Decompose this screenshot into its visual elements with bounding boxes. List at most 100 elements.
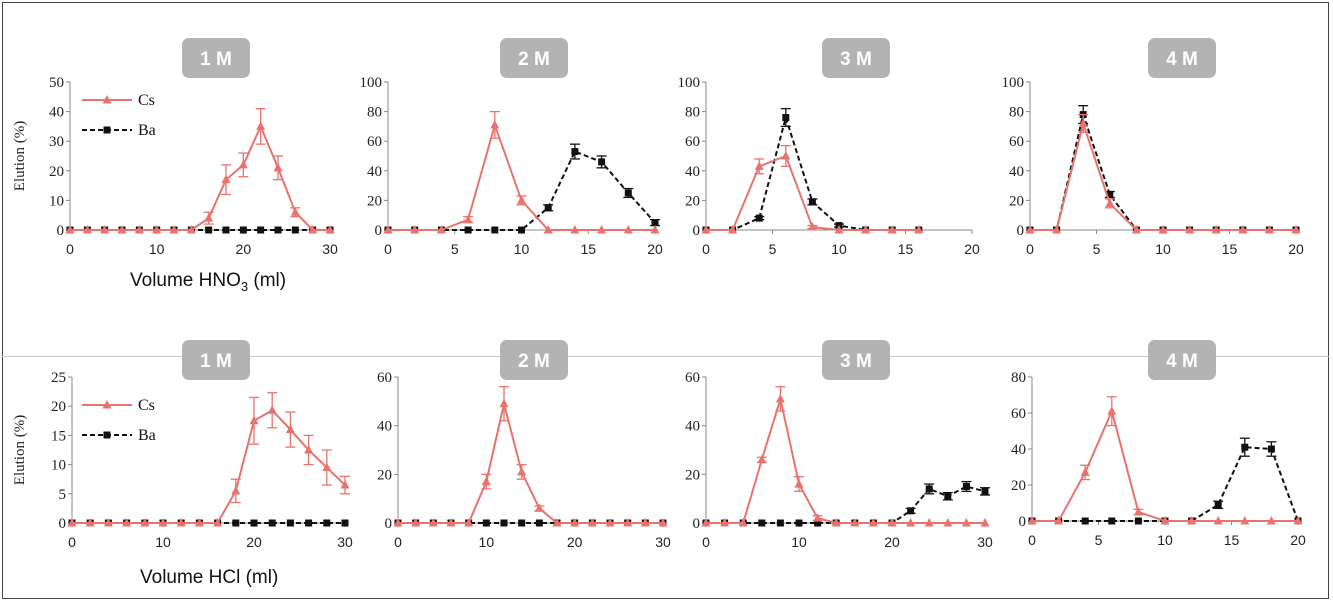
data-point-cs bbox=[1213, 516, 1223, 525]
data-point-ba bbox=[795, 519, 803, 527]
y-tick-label: 40 bbox=[367, 164, 382, 180]
y-tick-label: 0 bbox=[57, 223, 65, 239]
y-tick-label: 20 bbox=[49, 164, 64, 180]
data-point-cs bbox=[158, 518, 168, 527]
data-point-cs bbox=[728, 225, 738, 234]
data-point-ba bbox=[222, 226, 230, 234]
data-point-cs bbox=[517, 195, 526, 204]
panel-badge bbox=[500, 340, 568, 380]
data-point-cs bbox=[1131, 225, 1141, 234]
data-point-ba bbox=[925, 485, 933, 493]
data-point-cs bbox=[65, 225, 75, 234]
y-tick-label: 100 bbox=[360, 75, 383, 91]
series-line-cs bbox=[72, 409, 346, 524]
chart-panel-3: 3 M 0 5 10 15 20 0 20 40 60 80 100 bbox=[678, 38, 980, 257]
data-point-cs bbox=[623, 225, 633, 234]
data-point-cs bbox=[720, 518, 730, 527]
data-point-cs bbox=[570, 225, 580, 234]
panel-label: 4 M bbox=[1166, 351, 1198, 372]
data-point-cs bbox=[325, 225, 335, 234]
data-point-ba bbox=[491, 226, 499, 234]
series-line-cs bbox=[1032, 408, 1298, 522]
series-line-cs bbox=[706, 394, 985, 524]
legend-label-ba: Ba bbox=[138, 427, 156, 444]
data-point-cs bbox=[570, 518, 580, 527]
x-tick-label: 0 bbox=[66, 241, 74, 257]
data-point-cs bbox=[322, 462, 332, 472]
y-tick-label: 20 bbox=[51, 399, 66, 415]
y-tick-label: 60 bbox=[377, 370, 392, 386]
x-tick-label: 0 bbox=[702, 534, 710, 550]
y-tick-label: 40 bbox=[1011, 442, 1026, 458]
data-point-ba bbox=[776, 519, 784, 527]
x-tick-label: 0 bbox=[702, 241, 710, 257]
panel-label: 2 M bbox=[518, 49, 550, 70]
data-point-ba bbox=[250, 519, 258, 527]
y-tick-label: 80 bbox=[367, 105, 382, 121]
data-point-ba bbox=[205, 226, 213, 234]
legend-marker-cs bbox=[102, 95, 112, 104]
series-line-cs bbox=[398, 403, 663, 524]
x-tick-label: 10 bbox=[831, 241, 847, 257]
x-tick-label: 15 bbox=[1222, 241, 1238, 257]
data-point-cs bbox=[304, 445, 314, 454]
y-tick-label: 60 bbox=[1011, 406, 1026, 422]
data-point-cs bbox=[1080, 467, 1090, 476]
data-point-cs bbox=[1052, 225, 1062, 234]
data-point-cs bbox=[231, 485, 241, 495]
data-point-cs bbox=[1160, 516, 1170, 525]
y-tick-label: 40 bbox=[685, 164, 700, 180]
y-tick-label: 80 bbox=[1009, 105, 1024, 121]
data-point-ba bbox=[907, 507, 915, 515]
y-tick-label: 40 bbox=[49, 105, 64, 121]
data-point-cs bbox=[1105, 198, 1115, 207]
y-tick-label: 60 bbox=[1009, 134, 1024, 150]
series-line-cs bbox=[706, 154, 919, 231]
panel-badge bbox=[500, 38, 568, 78]
data-point-cs bbox=[543, 225, 553, 234]
data-point-ba bbox=[482, 519, 490, 527]
panel-label: 2 M bbox=[518, 351, 550, 372]
data-point-cs bbox=[914, 225, 924, 234]
data-point-ba bbox=[782, 114, 790, 122]
panel-label: 3 M bbox=[840, 351, 872, 372]
legend-label-cs: Cs bbox=[138, 397, 155, 414]
data-point-cs bbox=[186, 225, 196, 234]
data-point-cs bbox=[1266, 516, 1276, 525]
data-point-cs bbox=[831, 518, 841, 527]
legend-hno3: Cs Ba bbox=[82, 92, 156, 139]
y-tick-label: 20 bbox=[685, 193, 700, 209]
data-point-ba bbox=[1214, 501, 1222, 509]
series-line-ba bbox=[1032, 446, 1299, 522]
chart-panel-8: 4 M 0 5 10 15 20 0 20 40 60 80 bbox=[1011, 340, 1306, 548]
data-point-cs bbox=[943, 518, 953, 527]
chart-panel-1: 1 M 0 10 20 30 0 10 20 30 40 50 Elution (%) bbox=[12, 38, 338, 257]
data-point-cs bbox=[1187, 516, 1197, 525]
data-point-ba bbox=[1106, 190, 1114, 198]
x-tick-label: 20 bbox=[246, 534, 262, 550]
data-point-cs bbox=[534, 503, 544, 512]
data-point-cs bbox=[176, 518, 186, 527]
y-tick-label: 15 bbox=[51, 428, 66, 444]
data-point-ba bbox=[500, 519, 508, 527]
data-point-ba bbox=[1108, 517, 1116, 525]
data-point-cs bbox=[194, 518, 204, 527]
data-point-cs bbox=[757, 454, 767, 464]
data-point-cs bbox=[1158, 225, 1168, 234]
y-tick-label: 20 bbox=[377, 467, 392, 483]
series-line-ba bbox=[706, 113, 919, 231]
data-point-cs bbox=[238, 159, 248, 169]
x-tick-label: 20 bbox=[964, 241, 980, 257]
y-tick-label: 60 bbox=[685, 370, 700, 386]
data-point-cs bbox=[481, 476, 491, 486]
data-point-cs bbox=[738, 518, 748, 527]
data-point-cs bbox=[1107, 406, 1117, 415]
data-point-ba bbox=[286, 519, 294, 527]
y-tick-label: 0 bbox=[1017, 223, 1025, 239]
x-tick-label: 30 bbox=[322, 241, 338, 257]
series-line-cs bbox=[388, 121, 655, 231]
x-tick-label: 5 bbox=[1095, 532, 1103, 548]
chart-panel-2: 2 M 0 5 10 15 20 0 20 40 60 80 100 bbox=[360, 38, 663, 257]
data-point-cs bbox=[754, 161, 764, 170]
data-point-cs bbox=[290, 207, 300, 216]
